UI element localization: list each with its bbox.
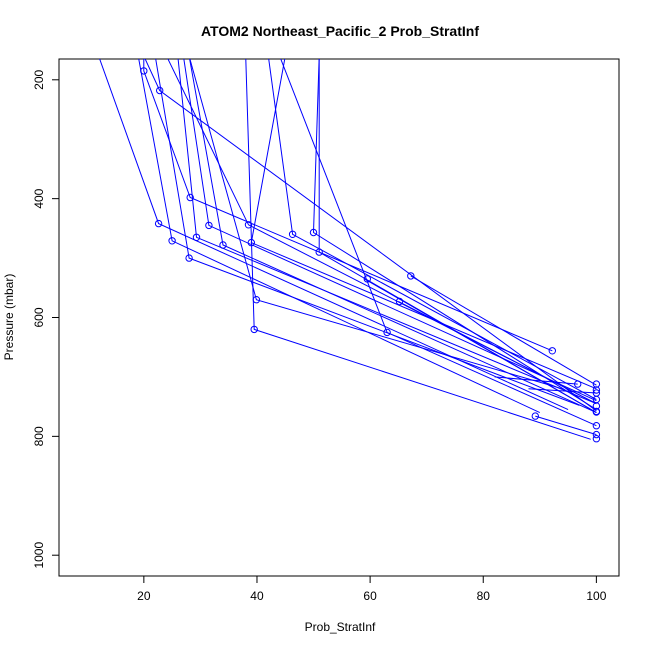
data-point [592, 430, 601, 439]
profile-line [183, 59, 597, 402]
data-point [247, 238, 256, 247]
profile-series-22 [528, 388, 601, 397]
y-axis-label: Pressure (mbar) [2, 274, 16, 361]
profile-series-9 [167, 59, 597, 405]
profile-line [144, 59, 597, 412]
profile-series-19 [407, 272, 601, 388]
data-point [154, 219, 163, 228]
profile-line [364, 278, 597, 414]
data-point [205, 221, 213, 230]
data-point [574, 380, 582, 388]
data-point [219, 241, 227, 249]
profile-series-20 [531, 412, 601, 439]
profile-series-11 [268, 59, 597, 400]
data-point [252, 296, 261, 304]
profile-line [398, 301, 597, 405]
profile-line [250, 59, 597, 390]
profile-series-6 [189, 59, 601, 416]
profile-line [245, 59, 591, 440]
profile-series-12 [309, 59, 597, 411]
profile-line [410, 275, 597, 386]
profile-series-10 [247, 59, 601, 394]
data-point [592, 380, 601, 388]
data-point [309, 228, 318, 237]
profile-series-16 [280, 59, 601, 430]
data-point [288, 230, 297, 239]
profile-line [268, 59, 597, 400]
data-point [192, 233, 201, 242]
x-axis: 20 40 60 80 100 [137, 576, 607, 603]
x-tick-label: 40 [250, 589, 264, 603]
x-tick-label: 100 [586, 589, 606, 603]
data-point [156, 86, 164, 95]
data-point [592, 422, 601, 430]
data-point [186, 193, 194, 202]
y-tick-label: 400 [32, 188, 46, 208]
data-point [548, 347, 556, 355]
data-point [407, 272, 415, 280]
x-tick-label: 20 [137, 589, 151, 603]
profile-series-15 [144, 59, 597, 412]
data-point [592, 407, 601, 416]
profile-line [155, 59, 580, 406]
x-tick-label: 80 [477, 589, 491, 603]
profile-line [189, 59, 597, 414]
data-point [592, 435, 601, 443]
profile-series-8 [189, 59, 563, 390]
profile-series-4 [177, 59, 597, 405]
data-point [592, 386, 601, 394]
profile-line [143, 59, 553, 352]
data-point [531, 412, 539, 420]
profile-series-7 [245, 59, 601, 443]
profile-series-18 [395, 297, 597, 405]
profile-line [535, 415, 597, 436]
profile-line [138, 59, 541, 414]
plot-area [99, 59, 601, 443]
y-tick-label: 600 [32, 307, 46, 327]
profile-line [528, 388, 597, 394]
profile-line [312, 59, 597, 411]
data-point [363, 275, 371, 283]
data-point [168, 237, 176, 245]
y-tick-label: 800 [32, 426, 46, 446]
profile-series-3 [155, 59, 601, 410]
y-axis: 200 400 600 800 1000 [32, 69, 59, 569]
data-point [383, 328, 391, 337]
plot-frame [58, 58, 620, 577]
data-point [185, 254, 193, 262]
profile-line [280, 59, 597, 427]
profile-line [99, 59, 569, 411]
profile-line [177, 59, 597, 405]
profile-line [494, 376, 578, 385]
profile-series-14 [140, 59, 556, 355]
chart-title: ATOM2 Northeast_Pacific_2 Prob_StratInf [201, 23, 479, 39]
data-point [395, 297, 404, 306]
data-point [140, 67, 148, 75]
data-point [592, 389, 601, 397]
y-tick-label: 1000 [32, 542, 46, 569]
data-point [315, 248, 323, 256]
x-tick-label: 60 [363, 589, 377, 603]
x-axis-label: Prob_StratInf [305, 620, 376, 634]
profile-series-2 [138, 59, 541, 414]
profile-line [189, 59, 563, 390]
profile-series-21 [494, 376, 582, 388]
data-point [250, 325, 258, 334]
data-point [244, 221, 253, 229]
profile-line [167, 59, 597, 405]
y-tick-label: 200 [32, 69, 46, 89]
